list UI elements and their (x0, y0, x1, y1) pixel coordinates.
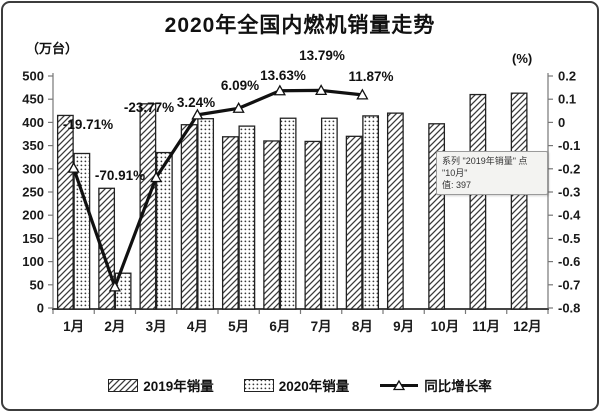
bar-2020-m8[interactable] (362, 115, 380, 310)
bar-2020-m5[interactable] (238, 125, 256, 310)
left-axis-tick-label: 350 (22, 138, 44, 153)
bar-2019-m7[interactable] (304, 140, 322, 310)
bar-2019-m1[interactable] (56, 114, 74, 310)
right-axis-unit-label: (%) (512, 51, 533, 66)
legend-swatch-dots-icon (243, 378, 274, 392)
x-axis-month-label: 10月 (431, 319, 460, 334)
left-axis-tick-label: 450 (22, 92, 44, 107)
left-axis-tick-label: 150 (22, 231, 44, 246)
growth-rate-line[interactable] (72, 88, 363, 289)
right-axis-tick-label: -0.1 (558, 138, 580, 153)
right-axis-tick-label: 0.1 (558, 92, 576, 107)
x-axis-month-label: 7月 (311, 319, 332, 334)
x-axis-month-label: 3月 (146, 319, 167, 334)
tooltip-value-line: 值: 397 (442, 180, 472, 191)
bar-2019-m11[interactable] (469, 93, 487, 310)
growth-marker-m3[interactable] (150, 171, 163, 183)
growth-point-label-m8: 11.87% (348, 69, 393, 84)
legend-item-2020-sales[interactable]: 2020年销量 (243, 375, 350, 395)
x-axis-month-label: 2月 (104, 319, 125, 334)
bar-2020-m1[interactable] (73, 152, 91, 310)
left-axis-tick-label: 500 (22, 69, 44, 84)
left-axis-tick-label: 400 (22, 115, 44, 130)
right-axis-tick-label: -0.5 (558, 231, 580, 246)
tooltip-series-line: 系列 "2019年销量" 点 "10月" (442, 156, 528, 179)
bar-2019-m3[interactable] (139, 103, 157, 310)
x-axis-month-label: 11月 (472, 319, 500, 334)
bar-2019-m8[interactable] (345, 135, 363, 310)
right-axis-tick-label: 0 (558, 115, 565, 130)
growth-marker-m2[interactable] (108, 280, 121, 292)
x-axis-month-label: 5月 (228, 319, 249, 334)
growth-marker-m1[interactable] (67, 161, 80, 173)
legend-label-2019-sales: 2019年销量 (143, 379, 214, 394)
growth-marker-m8[interactable] (356, 88, 369, 100)
legend-swatch-line-triangle-icon (380, 379, 419, 390)
x-axis-month-label: 9月 (393, 319, 414, 334)
left-axis-tick-label: 300 (22, 161, 44, 176)
right-axis-tick-label: -0.6 (558, 254, 580, 269)
bar-2019-m5[interactable] (221, 136, 239, 310)
right-axis-tick-label: -0.2 (558, 161, 580, 176)
left-axis-tick-label: 100 (22, 254, 44, 269)
x-axis-month-label: 12月 (513, 319, 542, 334)
legend-item-2019-sales[interactable]: 2019年销量 (108, 375, 214, 395)
bar-2020-m6[interactable] (279, 117, 297, 310)
x-axis-month-label: 1月 (63, 319, 84, 334)
right-axis-tick-label: -0.3 (558, 185, 580, 200)
legend-label-2020-sales: 2020年销量 (278, 379, 350, 394)
x-axis-month-label: 6月 (269, 319, 290, 334)
bar-2019-m4[interactable] (180, 124, 198, 310)
growth-marker-m6[interactable] (273, 84, 286, 96)
left-axis-tick-label: 0 (37, 301, 44, 316)
bar-2019-m9[interactable] (386, 112, 404, 310)
left-axis-tick-label: 50 (30, 277, 44, 292)
growth-point-label-m6: 13.63% (260, 68, 306, 83)
right-axis-tick-label: -0.8 (558, 301, 580, 316)
legend-swatch-hatch-icon (108, 378, 139, 392)
left-axis-unit-label: （万台） (26, 41, 79, 56)
bar-2020-m4[interactable] (197, 118, 215, 310)
bar-2020-m3[interactable] (155, 151, 173, 310)
right-axis-tick-label: -0.4 (558, 208, 581, 223)
legend: 2019年销量 2020年销量 同比增长率 (0, 372, 600, 398)
growth-point-label-m7: 13.79% (299, 48, 345, 63)
growth-marker-m4[interactable] (191, 108, 204, 120)
growth-point-label-m4: 3.24% (177, 95, 215, 110)
growth-marker-m5[interactable] (232, 101, 245, 113)
x-axis-month-label: 4月 (187, 319, 208, 334)
left-axis-tick-label: 200 (22, 208, 44, 223)
growth-point-label-m3: -23.77% (124, 100, 174, 115)
growth-point-label-m5: 6.09% (221, 78, 259, 93)
x-axis-month-label: 8月 (352, 319, 373, 334)
bar-2019-m12[interactable] (510, 92, 528, 310)
bar-2020-m7[interactable] (320, 117, 338, 310)
legend-label-growth-rate: 同比增长率 (424, 379, 492, 394)
tooltip: 系列 "2019年销量" 点 "10月" 值: 397 (436, 151, 548, 196)
growth-point-label-m1: -19.71% (63, 117, 113, 132)
chart-title: 2020年全国内燃机销量走势 (164, 14, 436, 37)
legend-item-growth-rate[interactable]: 同比增长率 (379, 375, 492, 395)
right-axis-tick-label: 0.2 (558, 69, 576, 84)
growth-point-label-m2: -70.91% (95, 168, 145, 183)
left-axis-tick-label: 250 (22, 185, 44, 200)
growth-marker-m7[interactable] (315, 84, 328, 96)
bar-2019-m6[interactable] (263, 140, 281, 310)
right-axis-tick-label: -0.7 (558, 277, 580, 292)
